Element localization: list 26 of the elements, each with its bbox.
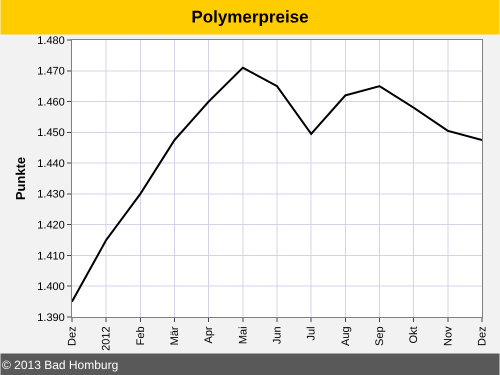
y-tick-label: 1.450 — [37, 127, 65, 140]
x-tick-label: 2012 — [100, 326, 113, 351]
x-tick-label: Mär — [169, 326, 182, 346]
y-tick-label: 1.400 — [37, 281, 65, 294]
y-tick-label: 1.470 — [37, 66, 65, 78]
y-axis-title: Punkte — [13, 156, 28, 200]
y-tick-label: 1.410 — [37, 250, 65, 262]
x-tick-label: Dez — [66, 326, 79, 346]
text: © 2013 Bad Homburg — [2, 358, 118, 372]
y-tick-label: 1.440 — [37, 158, 65, 170]
x-tick-label: Okt — [408, 326, 420, 344]
x-tick-label: Sep — [374, 326, 386, 346]
y-tick-label: 1.480 — [37, 34, 65, 47]
x-tick-label: Dez — [476, 326, 489, 346]
x-tick-label: Apr — [203, 326, 216, 344]
chart-title: Polymerpreise — [191, 8, 309, 26]
y-tick-label: 1.460 — [37, 96, 65, 108]
x-tick-label: Jul — [306, 326, 318, 340]
x-tick-label: Nov — [442, 326, 454, 346]
x-tick-label: Jun — [272, 326, 284, 344]
y-tick-label: 1.420 — [37, 220, 65, 232]
x-tick-label: Mai — [237, 326, 250, 344]
x-tick-label: Feb — [134, 326, 147, 346]
y-tick-label: 1.390 — [37, 312, 65, 324]
x-tick-label: Aug — [340, 326, 352, 346]
y-tick-label: 1.430 — [37, 188, 65, 201]
